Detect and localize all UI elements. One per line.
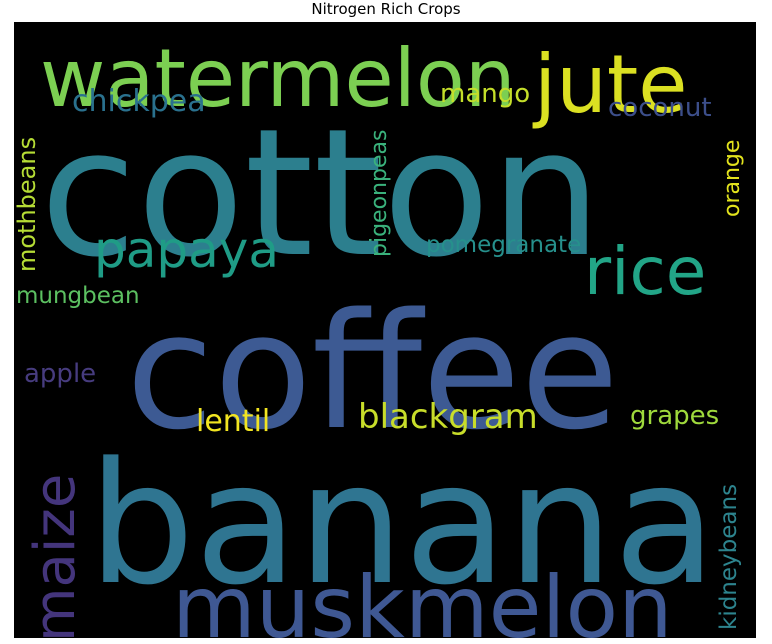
- word-muskmelon: muskmelon: [172, 558, 673, 638]
- word-jute: jute: [532, 38, 688, 131]
- word-coconut: coconut: [608, 93, 712, 123]
- word-apple: apple: [24, 359, 96, 389]
- word-lentil: lentil: [196, 404, 270, 439]
- chart-title: Nitrogen Rich Crops: [311, 0, 461, 18]
- word-banana: banana: [88, 426, 716, 622]
- word-pigeonpeas: pigeonpeas: [367, 130, 392, 257]
- word-coffee: coffee: [126, 278, 619, 465]
- word-kidneybeans: kidneybeans: [716, 484, 742, 630]
- word-chickpea: chickpea: [72, 84, 206, 119]
- word-mothbeans: mothbeans: [14, 137, 41, 272]
- word-maize: maize: [23, 474, 88, 638]
- word-cotton: cotton: [40, 91, 602, 296]
- word-watermelon: watermelon: [40, 32, 516, 125]
- word-blackgram: blackgram: [358, 397, 538, 437]
- word-cloud-panel: cotton coffee banana watermelon jute muskmelo…: [14, 22, 756, 638]
- word-mungbean: mungbean: [16, 283, 140, 309]
- word-papaya: papaya: [94, 221, 279, 279]
- word-rice: rice: [584, 233, 706, 310]
- word-mango: mango: [440, 79, 530, 109]
- word-grapes: grapes: [630, 401, 719, 431]
- word-pomegranate: pomegranate: [426, 232, 581, 258]
- word-orange: orange: [720, 140, 745, 217]
